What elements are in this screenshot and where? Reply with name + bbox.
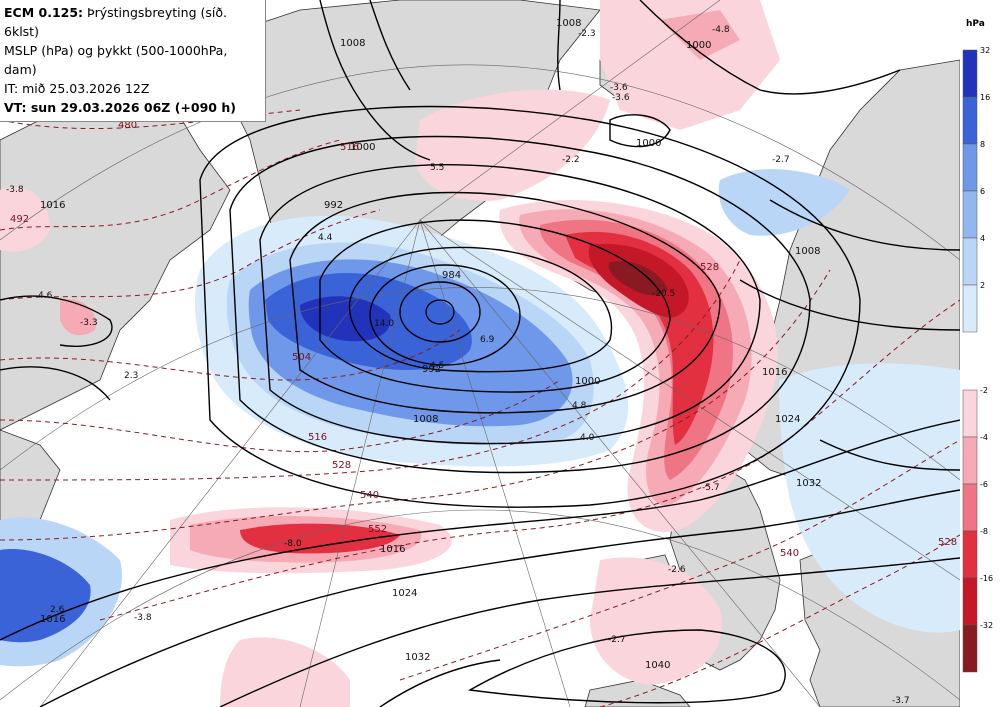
legend-negative-label: -4 [980,433,988,442]
isobar-label: 1008 [413,414,438,425]
header-line-3: IT: mið 25.03.2026 12Z [4,81,150,96]
pressure-rise-shading [0,169,960,667]
legend-positive-swatch [962,49,978,98]
thickness-label: 528 [938,537,957,548]
isobar-label: 984 [442,270,461,281]
legend-positive-scale: 32 16 8 6 4 2 [962,46,990,333]
isobar-labels: 1008 1000 992 984 1008 1000 992 1016 102… [40,18,821,671]
legend-unit: hPa [966,19,985,29]
thickness-label: 516 [308,432,327,443]
legend-positive-swatch [962,96,978,145]
tendency-label: 4.0 [580,433,595,443]
thickness-label: 480 [118,120,137,131]
legend-negative-label: -32 [980,621,993,630]
legend-negative-swatch [962,389,978,438]
tendency-label: -20.5 [652,289,675,299]
legend-negative-swatch [962,577,978,626]
isobars [0,0,960,707]
isobar-label: 1032 [405,652,430,663]
legend-positive-label: 16 [980,93,990,102]
thickness-label: 492 [10,214,29,225]
tendency-label: 4.5 [430,361,444,371]
tendency-label: -2.2 [562,155,580,165]
tendency-labels: -3.8 4.6 -3.3 2.3 4.4 -2.3 -3.6 -2.2 -2.… [6,25,910,706]
tendency-label: -3.8 [134,613,152,623]
header-line-1: ECM 0.125: Þrýstingsbreyting (síð. 6klst… [4,3,261,41]
isobar-label: 1024 [775,414,800,425]
legend-negative-label: -2 [980,386,988,395]
tendency-label: 2.6 [50,605,65,615]
isobar-label: 1000 [686,40,711,51]
isobar-label: 1016 [762,367,787,378]
isobar-label: 1000 [575,376,600,387]
isobar-label: 1024 [392,588,417,599]
tendency-label: -2.6 [668,565,686,575]
legend-positive-swatch [962,190,978,239]
legend-positive-label: 32 [980,46,990,55]
tendency-label: -2.7 [608,635,626,645]
legend-positive-label: 2 [980,281,985,290]
tendency-label: -3.3 [80,318,98,328]
tendency-label: -3.8 [6,185,24,195]
isobar-label: 1008 [795,246,820,257]
legend-negative-swatch [962,436,978,485]
isobar-label: 992 [324,200,343,211]
tendency-label: 4.8 [572,401,587,411]
isobar-label: 1016 [40,614,65,625]
isobar-label: 1000 [636,138,661,149]
tendency-label: -5.7 [702,483,720,493]
legend-negative-label: -16 [980,574,993,583]
tendency-label: 4.6 [38,291,53,301]
tendency-label: 6.9 [480,335,495,345]
graticule [0,0,960,707]
tendency-label: -2.7 [772,155,790,165]
header-line-2: MSLP (hPa) og þykkt (500-1000hPa, dam) [4,43,228,77]
map-header: ECM 0.125: Þrýstingsbreyting (síð. 6klst… [0,0,266,122]
tendency-label: -3.6 [610,83,628,93]
thickness-label: 540 [780,548,799,559]
legend-positive-swatch [962,143,978,192]
legend-negative-label: -6 [980,480,988,489]
isobar-label: 1016 [40,200,65,211]
parameter-name: Þrýstingsbreyting (síð. 6klst) [4,5,227,39]
legend-positive-label: 8 [980,140,985,149]
tendency-label: -3.7 [892,696,910,706]
legend-positive-swatch [962,284,978,333]
isobar-label: 1040 [645,660,670,671]
isobar-label: 1008 [556,18,581,29]
thickness-label: 504 [292,352,311,363]
isobar-label: 1000 [350,142,375,153]
header-line-4: VT: sun 29.03.2026 06Z (+090 h) [4,100,236,115]
tendency-label: -3.6 [612,93,630,103]
isobar-label: 992 [422,364,441,375]
tendency-label: -2.3 [578,29,596,39]
isobar-label: 1032 [796,478,821,489]
tendency-label: -8.0 [284,539,302,549]
tendency-label: 2.3 [124,371,138,381]
thickness-label: 516 [340,142,359,153]
legend-positive-label: 6 [980,187,985,196]
legend-negative-scale: -2 -4 -6 -8 -16 -32 [962,386,993,673]
color-legend: hPa 32 16 8 6 4 2 -2 -4 -6 -8 -16 -32 [960,0,1000,707]
legend-negative-swatch [962,483,978,532]
weather-map: 1008 1000 992 984 1008 1000 992 1016 102… [0,0,960,707]
legend-positive-label: 4 [980,234,985,243]
thickness-label: 552 [368,524,387,535]
thickness-label: 528 [332,460,351,471]
tendency-label: 4.4 [318,233,333,243]
legend-negative-swatch [962,624,978,673]
thickness-labels: 480 492 504 516 528 540 552 528 516 540 … [10,120,957,559]
pressure-fall-shading [0,0,780,707]
legend-positive-swatch [962,237,978,286]
thickness-label: 540 [360,490,379,501]
model-name: ECM 0.125: [4,5,84,20]
tendency-label: 5.5 [430,163,444,173]
isobar-label: 1008 [340,38,365,49]
thickness-label: 528 [700,262,719,273]
isobar-label: 1016 [380,544,405,555]
legend-negative-label: -8 [980,527,988,536]
tendency-label: 14.0 [374,319,394,329]
tendency-label: -4.8 [712,25,730,35]
legend-negative-swatch [962,530,978,579]
